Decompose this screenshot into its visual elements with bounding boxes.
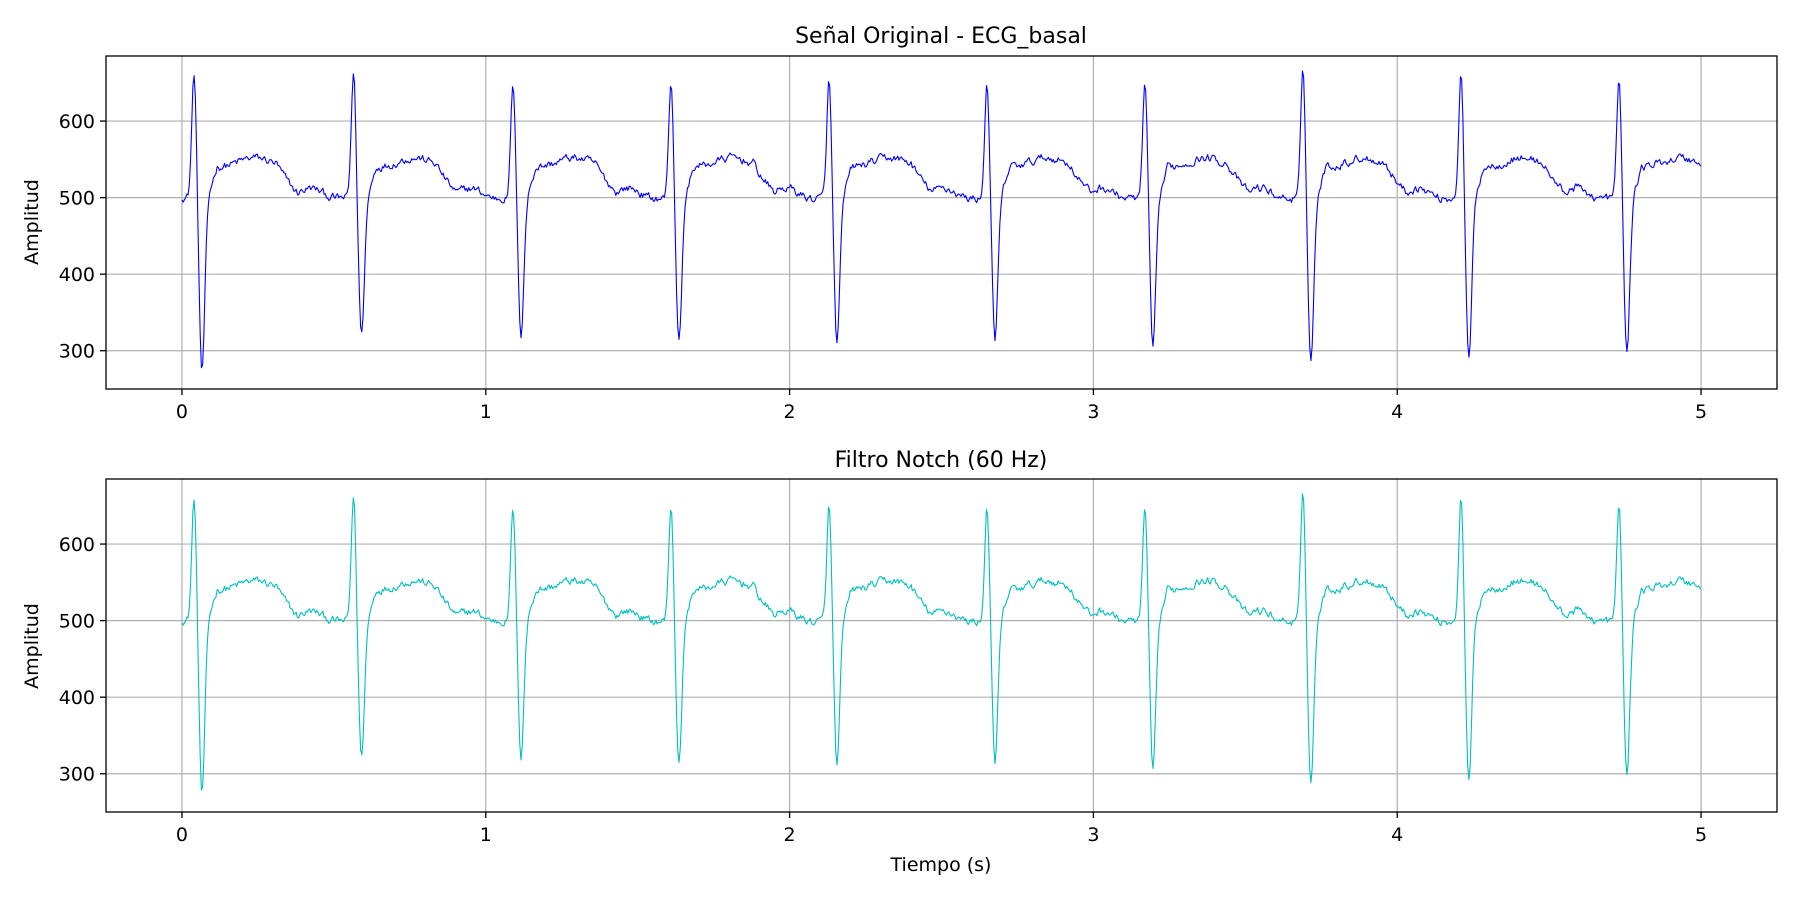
plot-frame bbox=[105, 55, 1778, 390]
x-tick-label: 4 bbox=[1391, 401, 1403, 423]
y-tick-label: 600 bbox=[59, 111, 95, 133]
x-tick-label: 0 bbox=[176, 401, 188, 423]
chart-original-signal: Señal Original - ECG_basal Amplitud 0 1 2 3… bbox=[21, 24, 1778, 423]
chart-title: Filtro Notch (60 Hz) bbox=[835, 448, 1048, 473]
axis-ticks: 0 1 2 3 4 5 300 400 500 600 bbox=[59, 534, 1707, 846]
plot-frame bbox=[105, 478, 1778, 813]
x-tick-label: 5 bbox=[1695, 824, 1707, 846]
series-layer bbox=[181, 70, 1702, 369]
gridlines bbox=[106, 479, 1777, 812]
chart-notch-filter: Filtro Notch (60 Hz) Amplitud Tiempo (s)… bbox=[21, 448, 1778, 876]
x-tick-label: 0 bbox=[176, 824, 188, 846]
x-tick-label: 1 bbox=[480, 401, 492, 423]
y-tick-label: 500 bbox=[59, 188, 95, 210]
ecg-series-line bbox=[181, 493, 1702, 791]
x-tick-label: 1 bbox=[480, 824, 492, 846]
x-tick-label: 4 bbox=[1391, 824, 1403, 846]
y-tick-label: 400 bbox=[59, 687, 95, 709]
y-axis-label: Amplitud bbox=[21, 179, 43, 265]
y-tick-label: 500 bbox=[59, 611, 95, 633]
ecg-series-line bbox=[181, 70, 1702, 369]
x-tick-label: 2 bbox=[784, 401, 796, 423]
x-axis-label: Tiempo (s) bbox=[890, 854, 992, 876]
y-tick-label: 300 bbox=[59, 341, 95, 363]
axis-ticks: 0 1 2 3 4 5 300 400 500 600 bbox=[59, 111, 1707, 423]
y-axis-label: Amplitud bbox=[21, 603, 43, 689]
x-tick-label: 5 bbox=[1695, 401, 1707, 423]
y-tick-label: 300 bbox=[59, 764, 95, 786]
x-tick-label: 3 bbox=[1087, 824, 1099, 846]
x-tick-label: 3 bbox=[1087, 401, 1099, 423]
y-tick-label: 600 bbox=[59, 534, 95, 556]
gridlines bbox=[106, 56, 1777, 389]
x-tick-label: 2 bbox=[784, 824, 796, 846]
chart-title: Señal Original - ECG_basal bbox=[795, 24, 1087, 49]
y-tick-label: 400 bbox=[59, 264, 95, 286]
series-layer bbox=[181, 493, 1702, 791]
